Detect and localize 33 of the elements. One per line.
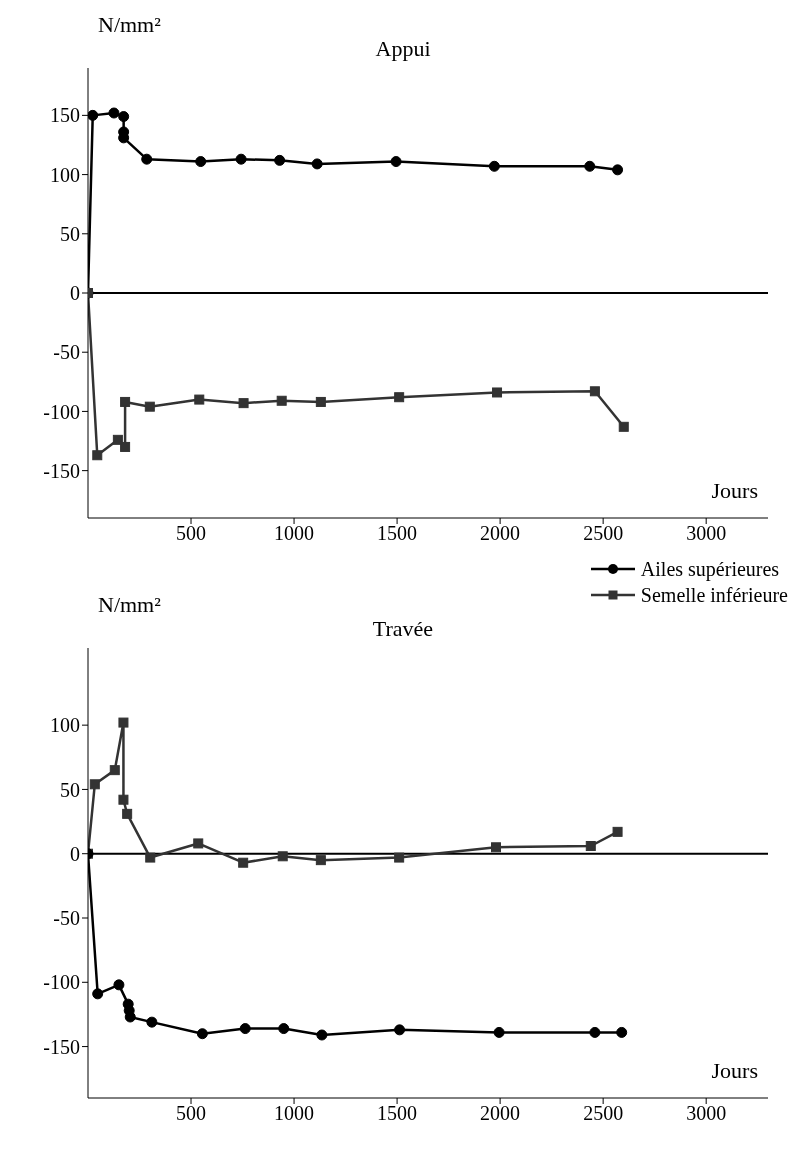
y-tick-label: 100 bbox=[50, 163, 80, 186]
y-tick-label: -100 bbox=[43, 971, 80, 994]
x-tick-label: 500 bbox=[176, 1102, 207, 1125]
x-tick-label: 2000 bbox=[480, 522, 521, 545]
x-tick-label: 1500 bbox=[377, 522, 418, 545]
y-tick-label: -150 bbox=[43, 459, 80, 482]
y-tick-label: 50 bbox=[60, 778, 80, 801]
x-tick-label: 1000 bbox=[274, 1102, 315, 1125]
chart-title: Appui bbox=[374, 36, 432, 62]
y-tick-label: -50 bbox=[53, 907, 80, 930]
y-tick-label: -50 bbox=[53, 341, 80, 364]
y-tick-label: -100 bbox=[43, 400, 80, 423]
y-tick-label: -150 bbox=[43, 1035, 80, 1058]
legend-label: Semelle inférieure bbox=[640, 583, 788, 608]
x-tick-label: 1000 bbox=[274, 522, 315, 545]
x-tick-label: 2000 bbox=[480, 1102, 521, 1125]
y-axis-title: N/mm² bbox=[98, 592, 161, 618]
y-tick-label: 150 bbox=[50, 104, 80, 127]
x-tick-label: 2500 bbox=[583, 1102, 624, 1125]
y-tick-label: 0 bbox=[70, 842, 80, 865]
y-tick-label: 50 bbox=[60, 222, 80, 245]
x-axis-title: Jours bbox=[711, 1058, 758, 1084]
y-tick-label: 100 bbox=[50, 714, 80, 737]
x-tick-label: 1500 bbox=[377, 1102, 418, 1125]
y-axis-title: N/mm² bbox=[98, 12, 161, 38]
legend-label: Ailes supérieures bbox=[640, 557, 780, 582]
x-tick-label: 2500 bbox=[583, 522, 624, 545]
x-tick-label: 3000 bbox=[686, 522, 727, 545]
chart-title: Travée bbox=[371, 616, 435, 642]
x-axis-title: Jours bbox=[711, 478, 758, 504]
y-tick-label: 0 bbox=[70, 282, 80, 305]
x-tick-label: 500 bbox=[176, 522, 207, 545]
x-tick-label: 3000 bbox=[686, 1102, 727, 1125]
